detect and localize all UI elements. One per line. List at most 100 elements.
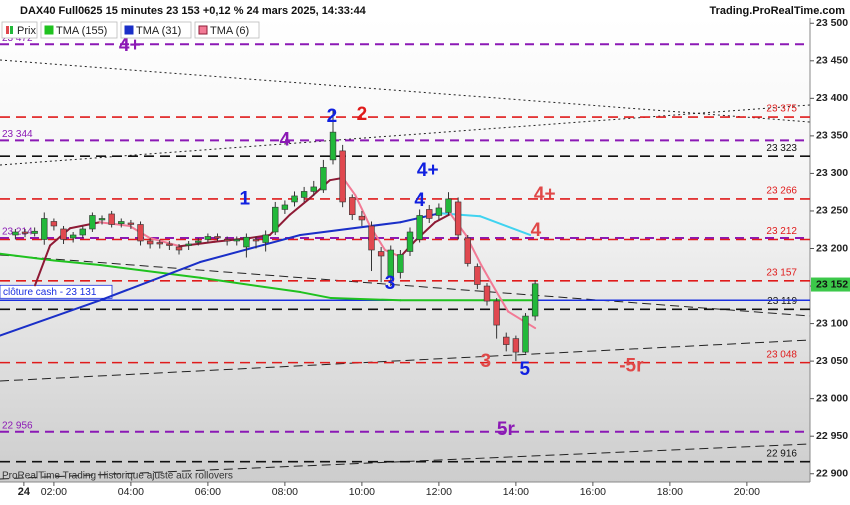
legend-box	[40, 21, 118, 39]
y-tick-label: 23 500	[816, 17, 848, 29]
candle-body	[377, 251, 385, 257]
legend-item: TMA (6)	[194, 21, 260, 39]
x-tick-label: 10:00	[349, 486, 375, 498]
level-label: 23 157	[766, 267, 797, 278]
legend-item: TMA (155)	[40, 21, 118, 39]
indicator-segment	[507, 310, 537, 330]
y-tick-label: 22 900	[816, 468, 848, 480]
y-tick-label: 23 250	[816, 205, 848, 217]
y-tick-label: 23 350	[816, 130, 848, 142]
last-price-tag	[811, 277, 850, 292]
level-label: 23 212	[766, 226, 797, 237]
wave-label: -5r	[619, 355, 644, 376]
levels: 23 472 23 375 23 344 23 323 23 266 2 3 2 1 4 23 2…	[0, 33, 810, 463]
candle-body	[41, 218, 48, 240]
header-bar	[0, 0, 850, 18]
chart-title: DAX40 Full0625 15 minutes 23 153 +0,12 %…	[20, 5, 367, 17]
level-label: 23 472	[2, 33, 33, 44]
candle-body	[243, 236, 250, 248]
x-tick-label: 02:00	[41, 486, 67, 498]
candle-body	[397, 254, 404, 273]
wave-label: 4+	[119, 35, 141, 56]
y-tick-label: 23 450	[816, 55, 848, 67]
candle-body	[310, 186, 317, 192]
candle-body	[108, 213, 115, 225]
candle-body	[69, 234, 77, 239]
candle-body	[435, 207, 443, 216]
footer: ProRealTime Trading Historique ajusté au…	[2, 471, 233, 482]
trendline	[0, 339, 811, 382]
legend-swatch	[44, 25, 54, 35]
candle-body	[272, 206, 279, 233]
x-tick-label: 20:00	[734, 486, 760, 498]
indicator-segment	[199, 276, 302, 294]
candle-body	[522, 315, 529, 353]
level-label: 22 956	[2, 420, 33, 431]
wave-label: 5r	[497, 419, 516, 440]
wave-label: 1	[240, 189, 251, 210]
trendline	[0, 443, 811, 480]
x-tick-label: 06:00	[195, 486, 221, 498]
legend-label: Prix	[17, 25, 36, 37]
legend-item: Prix	[1, 21, 38, 39]
candle-body	[262, 234, 269, 243]
y-axis-bg	[811, 18, 850, 482]
indicator-segment	[99, 264, 202, 279]
y-tick-label: 23 100	[816, 317, 848, 329]
candle-body	[300, 191, 308, 198]
x-tick-label: 12:00	[426, 486, 452, 498]
legend-swatch	[10, 26, 13, 34]
wave-label: 4	[414, 190, 425, 211]
x-tick-label: 14:00	[503, 486, 529, 498]
wave-label: 2	[357, 104, 368, 125]
legend-swatch	[198, 25, 208, 35]
candle-body	[214, 236, 221, 239]
candle-body	[12, 231, 19, 236]
plot-area	[0, 18, 810, 482]
y-tick-label: 23 050	[816, 355, 848, 367]
indicator-segment	[330, 297, 402, 302]
x-tick-label: 08:00	[272, 486, 298, 498]
candle-body	[31, 230, 38, 234]
indicator-segment	[495, 291, 510, 313]
y-tick-label: 23 400	[816, 92, 848, 104]
candle-body	[493, 300, 500, 326]
x-tick-label: 18:00	[657, 486, 683, 498]
candle-body	[233, 239, 240, 242]
level-label: 23 344	[2, 129, 33, 140]
candle-body	[503, 336, 510, 345]
wave-label: 3	[385, 273, 396, 294]
wave-label: 5	[519, 359, 530, 380]
candle-body	[89, 215, 96, 230]
level-label: 23 266	[766, 186, 797, 197]
level-label: 23 119	[767, 296, 797, 307]
legend-box	[120, 21, 192, 39]
candle-body	[166, 243, 173, 246]
candle-body	[118, 221, 125, 225]
level-label: 23 048	[766, 349, 797, 360]
indicator-segment	[479, 215, 532, 236]
candle-body	[358, 215, 366, 221]
candle-body	[464, 237, 471, 264]
legend-box	[194, 21, 260, 39]
indicator-segment	[52, 259, 102, 267]
candle-body	[21, 231, 29, 234]
annotations: 4+ 4 1 2 2 4+ 4 4+ 4 3 3 5 -5r 5r	[119, 35, 644, 440]
candle-body	[339, 150, 346, 203]
candle-body	[204, 236, 212, 240]
candle-body	[512, 338, 520, 353]
trendline	[0, 104, 811, 166]
level-label: 23 323	[766, 143, 797, 154]
x-tick-label: 16:00	[580, 486, 606, 498]
legend-label: TMA (31)	[136, 25, 181, 37]
indicator-segment	[434, 212, 452, 224]
indicator-segment	[288, 197, 311, 216]
last-price-label: 23 152	[816, 278, 848, 290]
candle-body	[79, 228, 86, 236]
wave-label: 4+	[534, 184, 556, 205]
candle-body	[483, 285, 491, 302]
y-tick-label: 23 000	[816, 392, 848, 404]
candle-body	[50, 221, 58, 227]
trendline	[0, 59, 811, 123]
